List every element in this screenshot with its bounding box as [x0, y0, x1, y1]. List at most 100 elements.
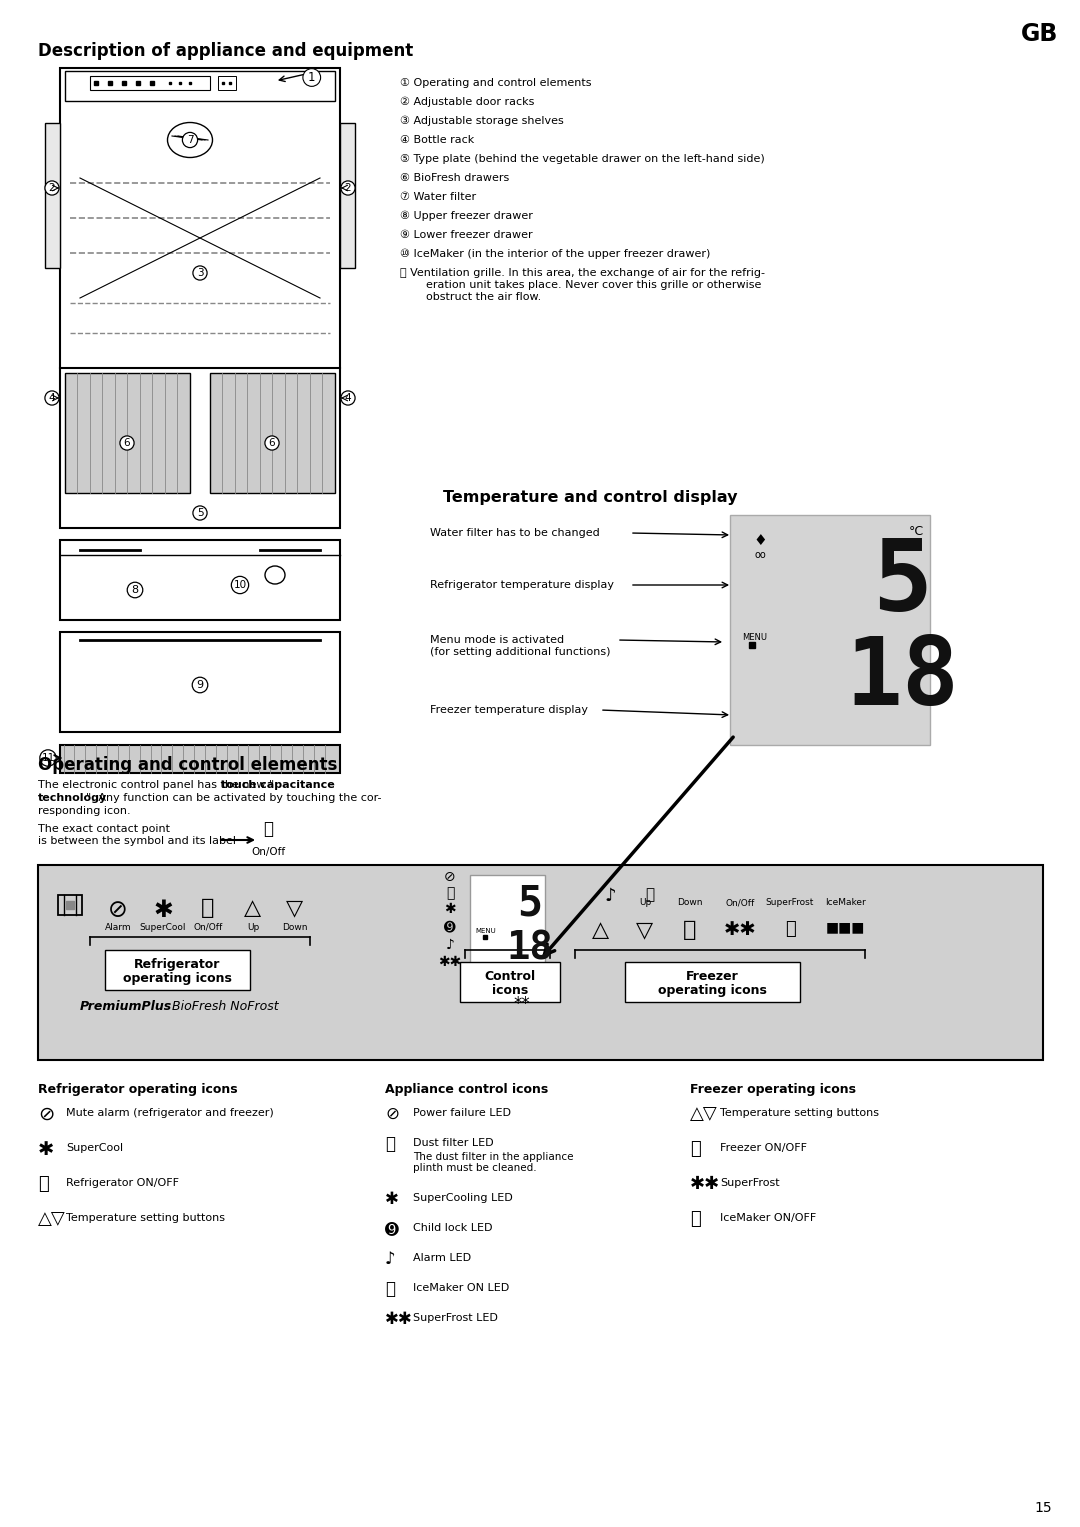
Text: ⑩ IceMaker (in the interior of the upper freezer drawer): ⑩ IceMaker (in the interior of the upper… [400, 249, 711, 260]
Text: 18: 18 [507, 930, 553, 968]
Text: operating icons: operating icons [658, 983, 767, 997]
Text: **: ** [514, 996, 530, 1012]
Text: Down: Down [677, 898, 703, 907]
Text: SuperCool: SuperCool [139, 922, 186, 931]
Text: IceMaker ON/OFF: IceMaker ON/OFF [720, 1212, 816, 1223]
Text: Down: Down [282, 922, 308, 931]
Text: ". Any function can be activated by touching the cor-: ". Any function can be activated by touc… [86, 793, 382, 803]
Text: 9: 9 [197, 680, 203, 690]
Text: The electronic control panel has the new ": The electronic control panel has the new… [38, 780, 274, 789]
Text: ➒: ➒ [384, 1220, 399, 1238]
Bar [105, 950, 249, 989]
Text: Refrigerator: Refrigerator [134, 957, 220, 971]
Text: Operating and control elements: Operating and control elements [38, 756, 337, 774]
Text: Menu mode is activated
(for setting additional functions): Menu mode is activated (for setting addi… [430, 635, 610, 657]
Text: 6: 6 [124, 438, 131, 447]
Text: ✱✱: ✱✱ [438, 954, 461, 970]
Text: ⑥ BioFresh drawers: ⑥ BioFresh drawers [400, 173, 510, 183]
Text: Freezer ON/OFF: Freezer ON/OFF [720, 1144, 807, 1153]
Text: On/Off: On/Off [726, 898, 755, 907]
Text: 4: 4 [345, 392, 351, 403]
Text: Freezer operating icons: Freezer operating icons [690, 1083, 856, 1096]
Bar [218, 76, 237, 90]
Text: ⸻: ⸻ [446, 886, 455, 899]
Text: 5: 5 [872, 534, 932, 632]
Text: △▽: △▽ [38, 1209, 66, 1228]
Bar [60, 541, 340, 620]
Text: Alarm: Alarm [105, 922, 132, 931]
Text: GB: GB [1021, 21, 1058, 46]
Text: oo: oo [754, 550, 766, 560]
Text: Control: Control [485, 970, 536, 983]
Text: △▽: △▽ [690, 1106, 718, 1122]
Text: ♪: ♪ [446, 938, 455, 951]
Text: Alarm LED: Alarm LED [413, 1254, 471, 1263]
Text: Freezer: Freezer [686, 970, 739, 983]
Bar [90, 76, 210, 90]
Polygon shape [340, 124, 355, 269]
Text: °C: °C [909, 525, 924, 538]
Text: touch capacitance: touch capacitance [220, 780, 335, 789]
Text: 2: 2 [345, 183, 351, 192]
Text: eration unit takes place. Never cover this grille or otherwise: eration unit takes place. Never cover th… [411, 279, 761, 290]
Text: Refrigerator ON/OFF: Refrigerator ON/OFF [66, 1177, 179, 1188]
Text: ㏔: ㏔ [384, 1280, 395, 1298]
Text: ✱: ✱ [444, 902, 456, 916]
Bar [60, 745, 340, 773]
Text: responding icon.: responding icon. [38, 806, 131, 815]
Text: ⏻: ⏻ [264, 820, 273, 838]
Text: is between the symbol and its label: is between the symbol and its label [38, 835, 237, 846]
Text: ㏔: ㏔ [646, 887, 654, 902]
Text: 11: 11 [41, 753, 55, 764]
Text: ■■■: ■■■ [825, 919, 865, 935]
Bar [60, 632, 340, 731]
Ellipse shape [167, 122, 213, 157]
Text: ⊘: ⊘ [444, 870, 456, 884]
Bar [65, 373, 190, 493]
Text: Dust filter LED: Dust filter LED [413, 1138, 494, 1148]
Text: ♦: ♦ [753, 533, 767, 548]
Text: ➒: ➒ [444, 919, 456, 935]
Text: Power failure LED: Power failure LED [413, 1109, 511, 1118]
Text: Freezer temperature display: Freezer temperature display [430, 705, 588, 715]
Text: Up: Up [247, 922, 259, 931]
Text: ✱: ✱ [384, 1190, 399, 1208]
Text: IceMaker: IceMaker [825, 898, 865, 907]
Text: 10: 10 [233, 580, 246, 589]
Text: SuperFrost: SuperFrost [720, 1177, 780, 1188]
Text: plinth must be cleaned.: plinth must be cleaned. [413, 1164, 537, 1173]
Text: Mute alarm (refrigerator and freezer): Mute alarm (refrigerator and freezer) [66, 1109, 273, 1118]
Text: IceMaker ON LED: IceMaker ON LED [413, 1283, 510, 1293]
Bar [730, 515, 930, 745]
Text: ⊘: ⊘ [384, 1106, 399, 1122]
Text: Refrigerator temperature display: Refrigerator temperature display [430, 580, 615, 589]
Bar [460, 962, 561, 1002]
Text: SuperCool: SuperCool [66, 1144, 123, 1153]
Text: ♪: ♪ [384, 1251, 395, 1267]
Text: ⑧ Upper freezer drawer: ⑧ Upper freezer drawer [400, 211, 532, 221]
Text: ✱✱: ✱✱ [384, 1310, 413, 1328]
Text: 5: 5 [517, 883, 542, 925]
Text: The exact contact point: The exact contact point [38, 825, 170, 834]
Text: △: △ [244, 898, 261, 918]
Text: ✱: ✱ [153, 898, 173, 922]
Text: MENU: MENU [475, 928, 496, 935]
Text: 4: 4 [49, 392, 55, 403]
Text: Child lock LED: Child lock LED [413, 1223, 492, 1232]
Text: 18: 18 [846, 634, 959, 725]
Text: ㏔: ㏔ [785, 919, 795, 938]
Text: ⏻: ⏻ [38, 1174, 49, 1193]
Text: ⑦ Water filter: ⑦ Water filter [400, 192, 476, 202]
Text: ✱: ✱ [38, 1141, 54, 1159]
Bar [58, 895, 82, 915]
Text: ㏔: ㏔ [690, 1209, 701, 1228]
Text: operating icons: operating icons [122, 973, 231, 985]
Text: 5: 5 [197, 508, 203, 518]
Text: ⊘: ⊘ [38, 1106, 54, 1124]
Text: Temperature setting buttons: Temperature setting buttons [720, 1109, 879, 1118]
Text: On/Off: On/Off [193, 922, 222, 931]
Text: ⊘: ⊘ [108, 898, 127, 922]
Text: SuperFrost LED: SuperFrost LED [413, 1313, 498, 1322]
Text: ⑪ Ventilation grille. In this area, the exchange of air for the refrig-: ⑪ Ventilation grille. In this area, the … [400, 269, 765, 278]
Text: SuperCooling LED: SuperCooling LED [413, 1193, 513, 1203]
